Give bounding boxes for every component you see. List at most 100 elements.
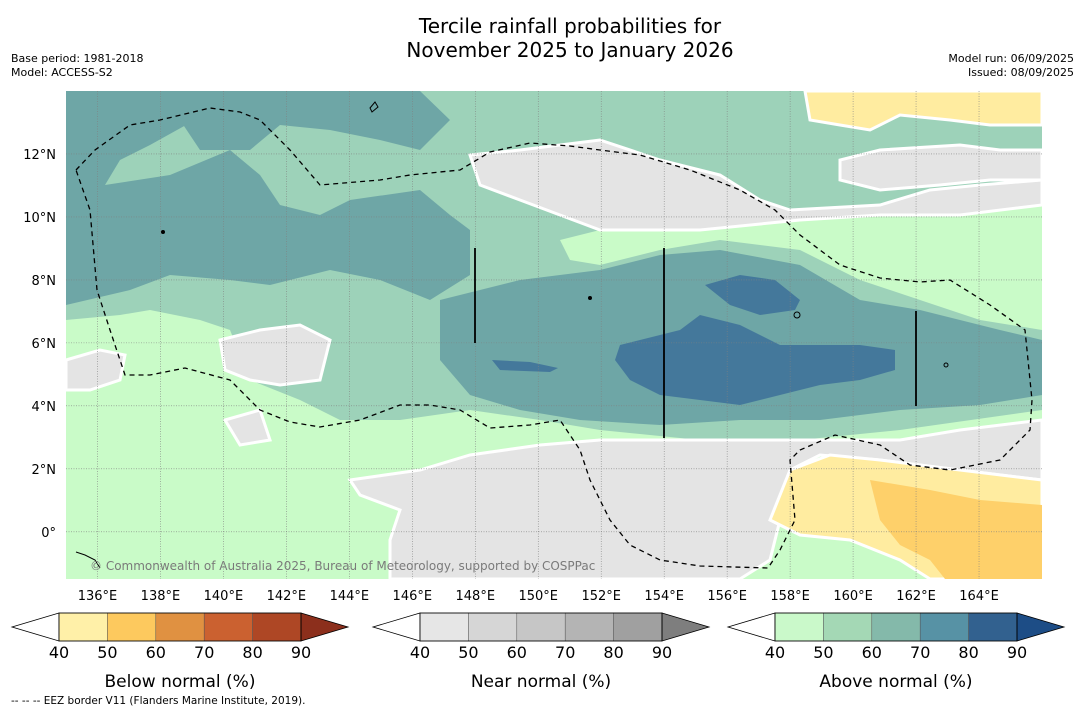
colorbar-tick-label: 70	[194, 643, 214, 662]
longitude-label: 162°E	[896, 589, 936, 604]
colorbar-segment	[468, 612, 518, 642]
colorbar-title: Near normal (%)	[471, 672, 611, 692]
colorbar-tick-label: 60	[146, 643, 166, 662]
colorbar-below: 40 50 60 70 80 90 Below normal (%)	[10, 612, 350, 692]
colorbar-segment	[58, 612, 108, 642]
longitude-label: 156°E	[707, 589, 747, 604]
colorbar-tick-label: 60	[862, 643, 882, 662]
field-above-70-north	[180, 91, 450, 150]
colorbar-tick-label: 50	[813, 643, 833, 662]
graticule	[66, 91, 1042, 579]
colorbar-segment	[203, 612, 253, 642]
field-below-normal-northeast	[803, 91, 1042, 132]
probability-field	[66, 91, 1042, 579]
colorbar-segment	[252, 612, 302, 642]
colorbar-tick-label: 80	[242, 643, 262, 662]
field-below-normal-60-southeast	[870, 480, 1042, 579]
longitude-label: 154°E	[644, 589, 684, 604]
colorbar-tick-label: 40	[765, 643, 785, 662]
eez-border	[75, 107, 1033, 569]
copyright-text: © Commonwealth of Australia 2025, Bureau…	[90, 559, 595, 573]
colorbar-segment	[823, 612, 873, 642]
colorbar-outline	[58, 612, 302, 642]
colorbar-lower-extension	[371, 612, 421, 642]
field-near-normal-west	[66, 348, 127, 392]
colorbar-tick-label: 80	[603, 643, 623, 662]
colorbar-tick-label: 70	[555, 643, 575, 662]
colorbar-segment	[107, 612, 157, 642]
colorbar-outline	[774, 612, 1018, 642]
colorbar-tick-label: 50	[97, 643, 117, 662]
longitude-labels: 136°E 138°E 140°E 142°E 144°E 146°E 148°E 150°E…	[78, 589, 999, 604]
longitude-label: 146°E	[393, 589, 433, 604]
colorbar-tick-label: 80	[958, 643, 978, 662]
title-line-2: November 2025 to January 2026	[406, 38, 734, 62]
title-line-1: Tercile rainfall probabilities for	[418, 14, 722, 38]
colorbar-segment	[919, 612, 969, 642]
colorbar-segment	[155, 612, 205, 642]
colorbar-segment	[871, 612, 921, 642]
latitude-label: 10°N	[23, 211, 56, 226]
field-near-normal-southwest-2	[222, 408, 272, 447]
longitude-label: 164°E	[959, 589, 999, 604]
colorbar-near: 40 50 60 70 80 90 Near normal (%)	[371, 612, 711, 692]
colorbar-tick-label: 60	[507, 643, 527, 662]
colorbar-tick-label: 90	[652, 643, 672, 662]
colorbar-tick-label: 40	[49, 643, 69, 662]
field-above-70-northwest	[66, 91, 470, 305]
longitude-label: 160°E	[833, 589, 873, 604]
longitude-label: 150°E	[518, 589, 558, 604]
longitude-label: 152°E	[581, 589, 621, 604]
field-above-50-east	[560, 205, 1042, 330]
islands	[75, 101, 949, 569]
colorbar-tick-label: 40	[410, 643, 430, 662]
eez-footnote: -- -- -- EEZ border V11 (Flanders Marine…	[11, 695, 306, 707]
colorbar-tick-label: 50	[458, 643, 478, 662]
field-near-normal-southwest	[218, 323, 332, 387]
latitude-labels: 12°N 10°N 8°N 6°N 4°N 2°N 0°	[23, 148, 56, 541]
issued-text: Issued: 08/09/2025	[967, 66, 1074, 79]
colorbar-title: Below normal (%)	[105, 672, 256, 692]
latitude-label: 0°	[41, 526, 56, 541]
colorbar-above: 40 50 60 70 80 90 Above normal (%)	[726, 612, 1066, 692]
latitude-label: 6°N	[32, 337, 57, 352]
colorbars: 40 50 60 70 80 90 Below normal (%) 40 50 60 70 80 90…	[10, 612, 1066, 692]
longitude-label: 158°E	[770, 589, 810, 604]
field-above-80-north	[705, 275, 800, 315]
latitude-label: 4°N	[32, 400, 57, 415]
colorbar-segment	[968, 612, 1018, 642]
field-near-normal-northeast	[467, 138, 1042, 232]
longitude-label: 138°E	[141, 589, 181, 604]
colorbar-lower-extension	[726, 612, 776, 642]
latitude-label: 8°N	[32, 274, 57, 289]
longitude-label: 142°E	[267, 589, 307, 604]
latitude-label: 12°N	[23, 148, 56, 163]
colorbar-tick-label: 90	[1007, 643, 1027, 662]
colorbar-segment	[564, 612, 614, 642]
base-period-info: Base period: 1981-2018 Model: ACCESS-S2	[11, 52, 143, 80]
model-run-info: Model run: 06/09/2025 Issued: 08/09/2025	[948, 52, 1074, 80]
colorbar-segment	[516, 612, 566, 642]
longitude-label: 144°E	[330, 589, 370, 604]
colorbar-lower-extension	[10, 612, 60, 642]
colorbar-tick-label: 90	[291, 643, 311, 662]
latitude-label: 2°N	[32, 463, 57, 478]
field-above-80-central	[615, 315, 895, 405]
colorbar-upper-extension	[1016, 612, 1066, 642]
base-period-text: Base period: 1981-2018	[11, 52, 144, 65]
colorbar-segment	[774, 612, 824, 642]
colorbar-title: Above normal (%)	[819, 672, 972, 692]
longitude-label: 140°E	[204, 589, 244, 604]
longitude-label: 148°E	[456, 589, 496, 604]
colorbar-upper-extension	[661, 612, 711, 642]
field-above-80-west	[492, 360, 558, 372]
colorbar-outline	[419, 612, 663, 642]
colorbar-segment	[613, 612, 663, 642]
map-title: Tercile rainfall probabilities for Novem…	[0, 14, 1085, 62]
colorbar-tick-label: 70	[910, 643, 930, 662]
model-text: Model: ACCESS-S2	[11, 66, 113, 79]
field-near-normal-northeast-small	[838, 143, 1042, 192]
longitude-label: 136°E	[78, 589, 118, 604]
model-run-text: Model run: 06/09/2025	[948, 52, 1074, 65]
